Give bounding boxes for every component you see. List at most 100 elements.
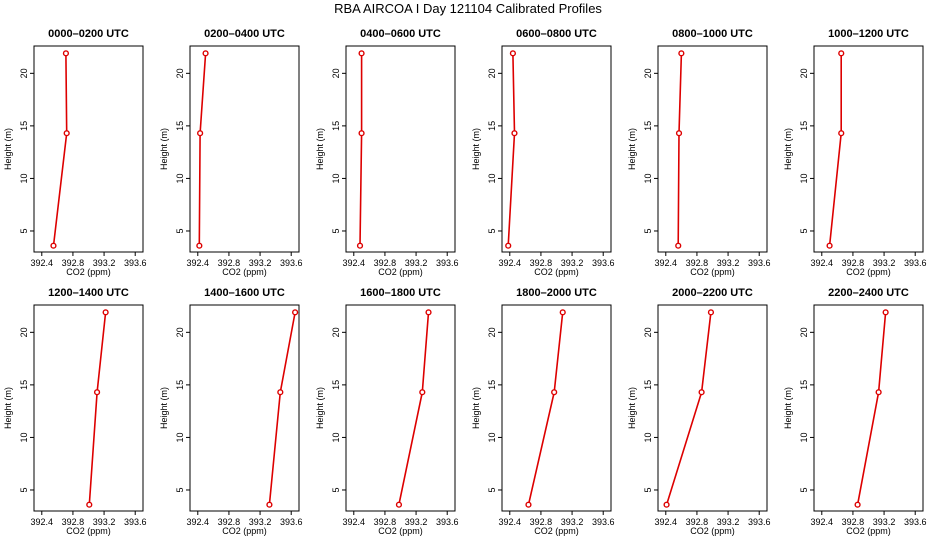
profile-panel-2: 0200–0400 UTC 392.4 392.8 393.2 393.6 5 10 15 20… xyxy=(159,28,302,277)
x-tick-label: 392.8 xyxy=(218,517,241,527)
y-tick-label: 20 xyxy=(799,327,809,337)
profile-line xyxy=(52,53,68,246)
x-tick-label: 393.6 xyxy=(280,517,303,527)
x-tick-label: 393.2 xyxy=(561,258,584,268)
y-tick-label: 5 xyxy=(643,487,653,492)
profile-point xyxy=(838,130,845,137)
x-tick-label: 392.4 xyxy=(31,258,54,268)
y-tick-label: 15 xyxy=(643,121,653,131)
y-tick-label: 5 xyxy=(643,228,653,233)
profile-point xyxy=(63,130,70,137)
y-tick-label: 5 xyxy=(487,487,497,492)
y-tick-label: 10 xyxy=(175,173,185,183)
x-axis-label: CO2 (ppm) xyxy=(222,267,267,277)
y-axis-label: Height (m) xyxy=(3,128,13,170)
y-tick-label: 15 xyxy=(175,121,185,131)
panel-title: 1600–1800 UTC xyxy=(360,287,441,299)
y-tick-label: 20 xyxy=(643,68,653,78)
y-tick-label: 10 xyxy=(643,173,653,183)
profile-line xyxy=(88,312,107,505)
x-tick-label: 393.6 xyxy=(436,517,459,527)
profile-point xyxy=(551,389,558,396)
panel-frame xyxy=(189,45,300,253)
x-axis-label: CO2 (ppm) xyxy=(690,267,735,277)
y-tick-label: 15 xyxy=(19,380,29,390)
y-tick-label: 15 xyxy=(331,380,341,390)
profile-point xyxy=(358,130,365,137)
profile-point xyxy=(511,130,518,137)
profile-point xyxy=(559,309,566,316)
y-tick-label: 5 xyxy=(487,228,497,233)
x-tick-label: 392.4 xyxy=(31,517,54,527)
y-axis-label: Height (m) xyxy=(159,128,169,170)
profile-point xyxy=(698,389,705,396)
x-tick-label: 393.2 xyxy=(717,258,740,268)
x-tick-label: 393.2 xyxy=(717,517,740,527)
x-tick-label: 392.8 xyxy=(374,517,397,527)
profile-line xyxy=(677,53,683,246)
y-tick-label: 15 xyxy=(19,121,29,131)
panel-title: 0800–1000 UTC xyxy=(672,28,753,40)
y-tick-label: 5 xyxy=(799,487,809,492)
y-tick-label: 15 xyxy=(487,380,497,390)
x-tick-label: 393.6 xyxy=(748,517,771,527)
x-axis-label: CO2 (ppm) xyxy=(378,267,423,277)
x-axis-label: CO2 (ppm) xyxy=(690,526,735,536)
y-tick-label: 15 xyxy=(331,121,341,131)
y-tick-label: 15 xyxy=(799,121,809,131)
profile-point xyxy=(675,130,683,137)
x-tick-label: 393.2 xyxy=(405,258,428,268)
profile-point xyxy=(882,309,889,316)
x-tick-label: 393.2 xyxy=(873,258,896,268)
panel-frame xyxy=(189,304,300,512)
profile-point xyxy=(419,389,426,396)
panel-title: 2000–2200 UTC xyxy=(672,287,753,299)
x-tick-label: 393.6 xyxy=(592,258,615,268)
y-axis-label: Height (m) xyxy=(315,387,325,429)
x-tick-label: 393.6 xyxy=(904,517,927,527)
profile-point xyxy=(102,309,109,316)
y-tick-label: 5 xyxy=(331,487,341,492)
y-tick-label: 20 xyxy=(487,327,497,337)
x-tick-label: 393.2 xyxy=(249,517,272,527)
y-tick-label: 5 xyxy=(19,228,29,233)
y-tick-label: 5 xyxy=(331,228,341,233)
y-axis-label: Height (m) xyxy=(783,128,793,170)
profile-line xyxy=(828,53,843,246)
x-tick-label: 393.2 xyxy=(249,258,272,268)
y-tick-label: 10 xyxy=(643,432,653,442)
panel-title: 0400–0600 UTC xyxy=(360,28,441,40)
x-tick-label: 392.8 xyxy=(842,258,865,268)
panel-frame xyxy=(657,45,768,253)
profile-point xyxy=(277,389,284,396)
profile-panel-7: 1200–1400 UTC 392.4 392.8 393.2 393.6 5 10 15 20… xyxy=(3,287,146,536)
x-tick-label: 393.6 xyxy=(904,258,927,268)
profile-point xyxy=(509,50,517,57)
x-axis-label: CO2 (ppm) xyxy=(534,526,579,536)
y-tick-label: 10 xyxy=(487,173,497,183)
profile-panel-5: 0800–1000 UTC 392.4 392.8 393.2 393.6 5 10 15 20… xyxy=(627,28,770,277)
profile-point xyxy=(854,501,861,508)
profile-point xyxy=(202,50,209,57)
x-tick-label: 393.2 xyxy=(873,517,896,527)
x-tick-label: 392.8 xyxy=(530,517,553,527)
profile-point xyxy=(505,242,512,249)
x-axis-label: CO2 (ppm) xyxy=(846,526,891,536)
profile-line xyxy=(527,312,564,505)
x-tick-label: 392.8 xyxy=(218,258,241,268)
y-tick-label: 20 xyxy=(643,327,653,337)
x-tick-label: 392.4 xyxy=(343,258,366,268)
y-tick-label: 15 xyxy=(643,380,653,390)
profile-point xyxy=(356,242,364,249)
x-tick-label: 392.8 xyxy=(686,258,709,268)
x-tick-label: 392.4 xyxy=(187,517,210,527)
panel-title: 0600–0800 UTC xyxy=(516,28,597,40)
x-tick-label: 392.8 xyxy=(374,258,397,268)
profile-panel-3: 0400–0600 UTC 392.4 392.8 393.2 393.6 5 10 15 20… xyxy=(315,28,458,277)
x-tick-label: 393.6 xyxy=(436,258,459,268)
profile-point xyxy=(425,309,432,316)
x-tick-label: 392.4 xyxy=(811,517,834,527)
y-tick-label: 20 xyxy=(19,327,29,337)
profile-panel-4: 0600–0800 UTC 392.4 392.8 393.2 393.6 5 10 15 20… xyxy=(471,28,614,277)
panel-title: 1400–1600 UTC xyxy=(204,287,285,299)
